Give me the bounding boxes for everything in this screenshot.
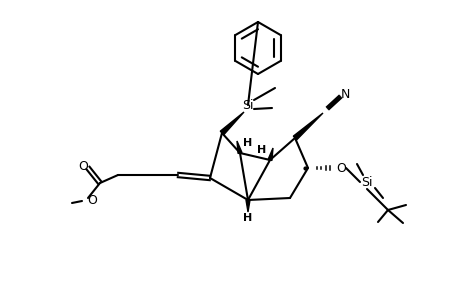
Polygon shape (236, 141, 241, 154)
Text: Si: Si (242, 98, 253, 112)
Polygon shape (246, 200, 249, 212)
Polygon shape (268, 148, 272, 161)
Text: N: N (340, 88, 349, 100)
Polygon shape (220, 112, 243, 135)
Text: O: O (78, 160, 88, 172)
Text: H: H (243, 213, 252, 223)
Polygon shape (293, 113, 322, 140)
Text: H: H (257, 145, 266, 155)
Text: H: H (243, 138, 252, 148)
Text: Si: Si (360, 176, 372, 188)
Text: O: O (336, 161, 345, 175)
Text: O: O (87, 194, 97, 206)
